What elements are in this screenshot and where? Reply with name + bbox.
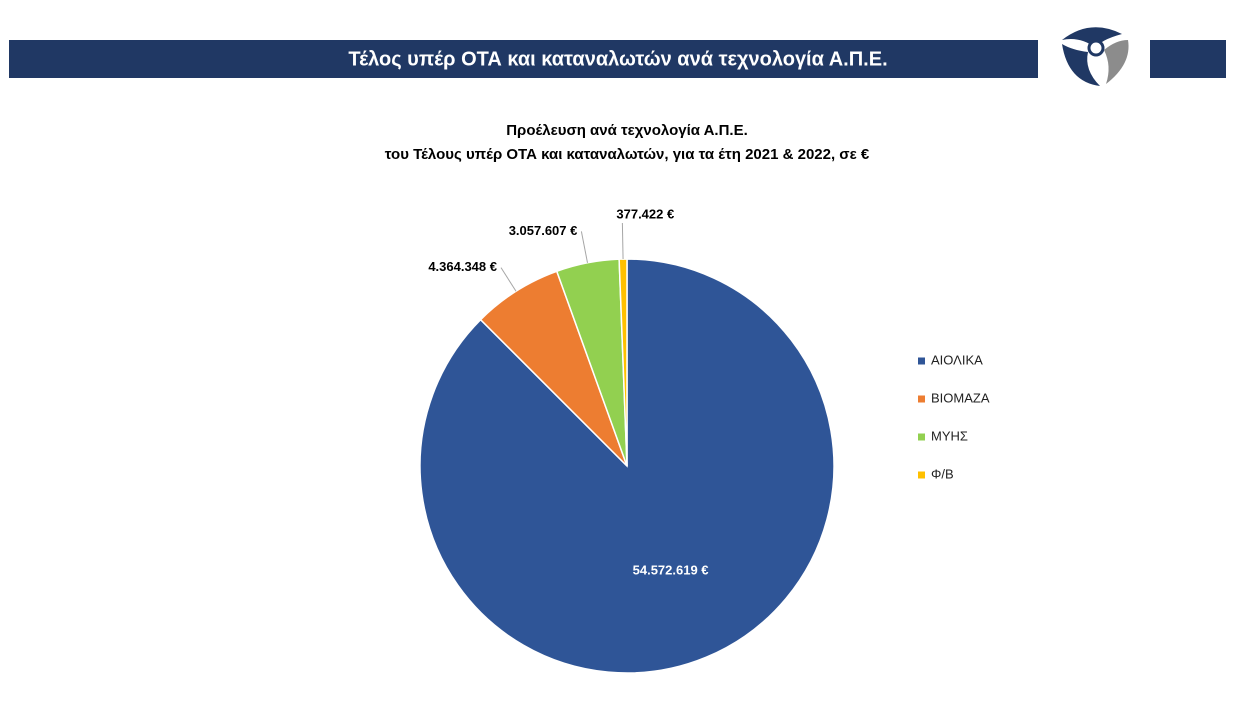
legend-swatch [918, 395, 925, 403]
chart-title: Προέλευση ανά τεχνολογία Α.Π.Ε. [506, 122, 748, 139]
legend-label: Φ/Β [931, 466, 954, 481]
legend-label: ΜΥΗΣ [931, 428, 968, 443]
chart-subtitle: του Τέλους υπέρ ΟΤΑ και καταναλωτών, για… [385, 146, 870, 163]
banner-end [1150, 40, 1226, 78]
legend-label: ΒΙΟΜΑΖΑ [931, 390, 990, 405]
data-label: 377.422 € [616, 206, 674, 221]
data-label: 3.057.607 € [509, 223, 578, 238]
legend-swatch [918, 471, 925, 479]
data-label: 4.364.348 € [428, 259, 497, 274]
legend-label: ΑΙΟΛΙΚΑ [931, 352, 983, 367]
legend-swatch [918, 357, 925, 365]
leader-line [580, 231, 588, 263]
leader-line [500, 267, 517, 292]
data-label: 54.572.619 € [633, 563, 709, 578]
leader-line [621, 223, 624, 260]
legend-swatch [918, 433, 925, 441]
logo [1062, 27, 1129, 86]
pie-slice [618, 258, 628, 467]
banner-title: Τέλος υπέρ ΟΤΑ και καταναλωτών ανά τεχνο… [348, 48, 887, 70]
banner [9, 40, 1038, 78]
